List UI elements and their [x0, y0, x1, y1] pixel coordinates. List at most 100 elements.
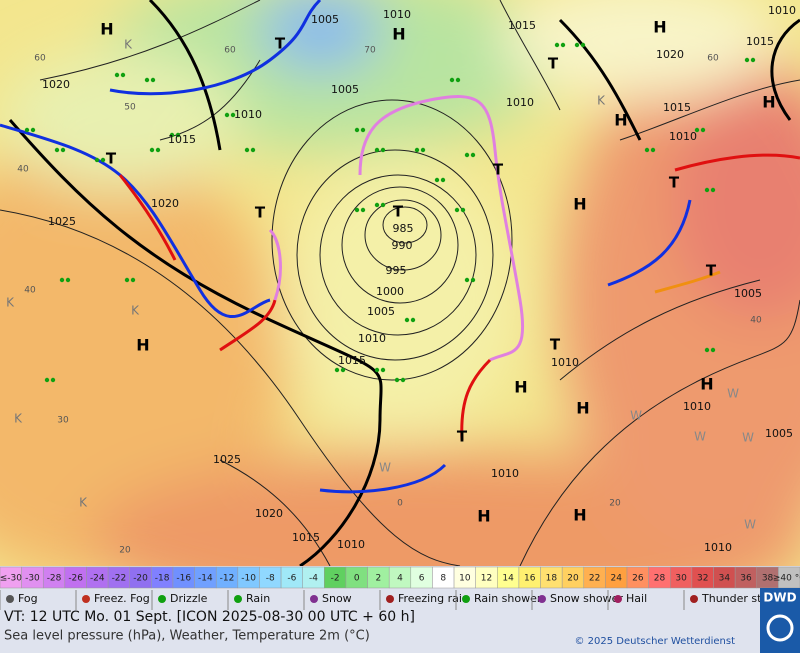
copyright: © 2025 Deutscher Wetterdienst	[574, 636, 735, 647]
scale-label: 4	[397, 574, 403, 584]
trough-label: T	[706, 262, 717, 280]
rain-symbol	[54, 147, 60, 153]
isobar-label: 1005	[734, 287, 762, 300]
legend-icon	[614, 595, 622, 603]
isotherm-label: 40	[750, 316, 762, 326]
rain-symbol	[394, 377, 400, 383]
scale-label: -12	[220, 574, 235, 584]
scale-label: 34	[719, 574, 731, 584]
rain-symbol	[144, 77, 150, 83]
rain-symbol	[250, 147, 256, 153]
dwd-logo-swirl	[766, 614, 794, 642]
rain-symbol	[374, 147, 380, 153]
scale-label: -16	[176, 574, 191, 584]
rain-symbol	[380, 147, 386, 153]
rain-symbol	[464, 152, 470, 158]
legend-label: Rain shower	[474, 592, 542, 605]
legend-label: Rain	[246, 592, 270, 605]
high-pressure: H	[136, 336, 149, 355]
isobar-label: 1015	[508, 19, 536, 32]
isobar-label: 995	[386, 264, 407, 277]
rain-symbol	[44, 377, 50, 383]
rain-symbol	[374, 367, 380, 373]
rain-symbol	[340, 367, 346, 373]
rain-symbol	[360, 207, 366, 213]
rain-symbol	[360, 127, 366, 133]
scale-label: ≤-30	[0, 574, 22, 584]
isobar-label: 990	[392, 239, 413, 252]
scale-label: 28	[654, 574, 666, 584]
legend-label: Drizzle	[170, 592, 208, 605]
rain-symbol	[449, 77, 455, 83]
valid-time: VT: 12 UTC Mo. 01 Sept. [ICON 2025-08-30…	[4, 609, 415, 625]
high-pressure: H	[573, 195, 586, 214]
rain-symbol	[380, 367, 386, 373]
high-pressure: H	[614, 111, 627, 130]
isobar-label: 1020	[255, 507, 283, 520]
weather-legend: Fog Freez. Fog Drizzle Rain Snow Freezing rai…	[0, 590, 783, 610]
scale-label: 10	[459, 574, 471, 584]
rain-symbol	[650, 147, 656, 153]
description: Sea level pressure (hPa), Weather, Tempe…	[4, 629, 370, 644]
cold-label: K	[131, 304, 140, 318]
isobar-label: 1010	[234, 108, 262, 121]
high-pressure: H	[514, 378, 527, 397]
fronts	[0, 0, 800, 494]
rain-symbol	[464, 277, 470, 283]
scale-label: -14	[198, 574, 213, 584]
isobars	[0, 0, 800, 566]
warm-label: W	[742, 431, 754, 445]
rain-symbol	[24, 127, 30, 133]
isobar-label: 1020	[42, 78, 70, 91]
weather-symbols	[24, 42, 756, 383]
rain-symbol	[455, 77, 461, 83]
rain-symbol	[400, 377, 406, 383]
rain-symbol	[750, 57, 756, 63]
rain-symbol	[149, 147, 155, 153]
rain-symbol	[434, 177, 440, 183]
legend-icon	[158, 595, 166, 603]
scale-label: 30	[675, 574, 687, 584]
isotherm-label: 50	[124, 103, 136, 113]
rain-symbol	[710, 187, 716, 193]
isobar-label: 1005	[311, 13, 339, 26]
high-pressure: H	[573, 506, 586, 525]
trough-label: T	[275, 35, 286, 53]
trough-label: T	[393, 203, 404, 221]
isotherm-label: 70	[364, 46, 376, 56]
isobar-label: 985	[393, 222, 414, 235]
warm-label: W	[630, 409, 642, 423]
scale-label: -4	[309, 574, 318, 584]
rain-symbol	[59, 277, 65, 283]
legend-label: Hail	[626, 592, 647, 605]
isobar-label: 1010	[551, 356, 579, 369]
isotherm-label: 20	[119, 546, 131, 556]
rain-symbol	[560, 42, 566, 48]
isobar-label: 1010	[358, 332, 386, 345]
scale-label: 6	[419, 574, 425, 584]
scale-label: 18	[546, 574, 558, 584]
isotherm-label: 30	[57, 416, 69, 426]
isobar-label: 1010	[683, 400, 711, 413]
scale-label: 36	[740, 574, 752, 584]
isobar-label: 1015	[746, 35, 774, 48]
scale-label: -26	[68, 574, 83, 584]
rain-symbol	[460, 207, 466, 213]
rain-symbol	[130, 277, 136, 283]
scale-label: -10	[241, 574, 256, 584]
rain-symbol	[124, 277, 130, 283]
rain-symbol	[700, 127, 706, 133]
legend-label: Fog	[18, 592, 38, 605]
scale-label: 20	[567, 574, 579, 584]
rain-symbol	[470, 277, 476, 283]
cold-label: K	[597, 94, 606, 108]
trough-label: T	[548, 55, 559, 73]
rain-symbol	[354, 127, 360, 133]
isobar-label: 1020	[656, 48, 684, 61]
isotherm-label: 60	[707, 54, 719, 64]
map: 1005 1010 1015 1010 1015 1020 1020 1005 1010 1010…	[0, 0, 800, 566]
rain-symbol	[100, 157, 106, 163]
rain-symbol	[169, 132, 175, 138]
isobar-label: 1010	[337, 538, 365, 551]
rain-symbol	[410, 317, 416, 323]
